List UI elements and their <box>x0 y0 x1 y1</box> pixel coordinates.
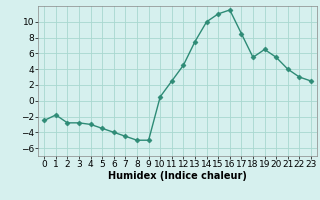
X-axis label: Humidex (Indice chaleur): Humidex (Indice chaleur) <box>108 171 247 181</box>
